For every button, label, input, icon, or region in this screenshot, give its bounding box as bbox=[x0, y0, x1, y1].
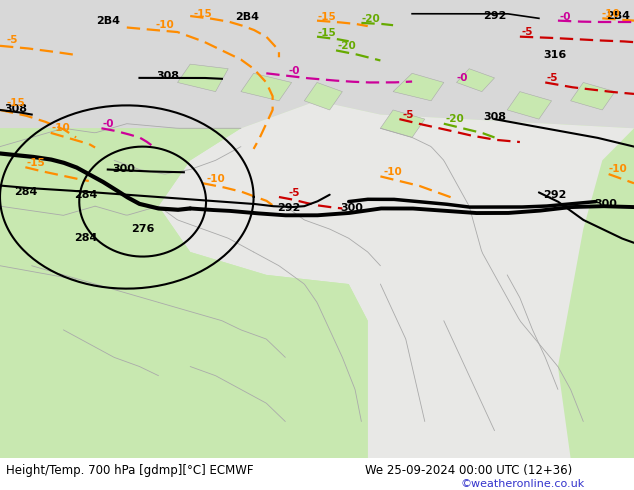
Text: -10: -10 bbox=[206, 174, 225, 184]
Text: -5: -5 bbox=[547, 73, 558, 83]
Text: -10: -10 bbox=[155, 21, 174, 30]
Text: -5: -5 bbox=[403, 110, 414, 120]
Text: -20: -20 bbox=[337, 42, 356, 51]
Text: 292: 292 bbox=[277, 203, 300, 214]
Text: -10: -10 bbox=[52, 123, 71, 133]
Polygon shape bbox=[0, 128, 368, 458]
Text: -20: -20 bbox=[361, 14, 380, 24]
Text: 308: 308 bbox=[483, 112, 506, 122]
Text: We 25-09-2024 00:00 UTC (12+36): We 25-09-2024 00:00 UTC (12+36) bbox=[365, 464, 573, 477]
Text: -0: -0 bbox=[103, 119, 114, 129]
Text: 284: 284 bbox=[74, 190, 97, 200]
Text: 300: 300 bbox=[594, 199, 617, 209]
Text: -20: -20 bbox=[445, 114, 464, 124]
Text: -15: -15 bbox=[27, 158, 46, 168]
Text: 292: 292 bbox=[483, 11, 506, 21]
Text: 284: 284 bbox=[74, 233, 97, 243]
Text: 284: 284 bbox=[14, 187, 37, 197]
Text: 308: 308 bbox=[157, 71, 179, 80]
Text: -0: -0 bbox=[456, 73, 468, 83]
Text: 276: 276 bbox=[131, 224, 154, 234]
Polygon shape bbox=[380, 110, 425, 138]
Polygon shape bbox=[393, 74, 444, 101]
Text: -10: -10 bbox=[601, 9, 620, 20]
Text: 2B4: 2B4 bbox=[235, 12, 259, 23]
Text: -15: -15 bbox=[6, 98, 25, 108]
Polygon shape bbox=[158, 101, 634, 458]
Text: 316: 316 bbox=[543, 50, 566, 60]
Text: -5: -5 bbox=[6, 35, 18, 45]
Polygon shape bbox=[0, 0, 634, 128]
Text: -10: -10 bbox=[609, 164, 628, 174]
Polygon shape bbox=[558, 128, 634, 458]
Text: -10: -10 bbox=[384, 167, 403, 177]
Text: 300: 300 bbox=[112, 164, 135, 173]
Text: -5: -5 bbox=[288, 188, 300, 198]
Text: ©weatheronline.co.uk: ©weatheronline.co.uk bbox=[460, 479, 585, 489]
Text: 308: 308 bbox=[4, 104, 27, 114]
Text: 2B4: 2B4 bbox=[96, 16, 120, 25]
Text: -15: -15 bbox=[317, 28, 336, 38]
Polygon shape bbox=[178, 64, 228, 92]
Polygon shape bbox=[571, 82, 615, 110]
Text: -0: -0 bbox=[288, 66, 300, 76]
Polygon shape bbox=[241, 74, 292, 101]
Text: 292: 292 bbox=[543, 190, 566, 200]
Text: -0: -0 bbox=[559, 12, 571, 22]
Polygon shape bbox=[456, 69, 495, 92]
Text: -15: -15 bbox=[193, 9, 212, 19]
Text: 300: 300 bbox=[340, 203, 363, 214]
Text: Height/Temp. 700 hPa [gdmp][°C] ECMWF: Height/Temp. 700 hPa [gdmp][°C] ECMWF bbox=[6, 464, 254, 477]
Polygon shape bbox=[507, 92, 552, 119]
Text: 2B4: 2B4 bbox=[606, 11, 630, 21]
Polygon shape bbox=[304, 82, 342, 110]
Text: -15: -15 bbox=[317, 12, 336, 22]
Text: -5: -5 bbox=[521, 27, 533, 37]
